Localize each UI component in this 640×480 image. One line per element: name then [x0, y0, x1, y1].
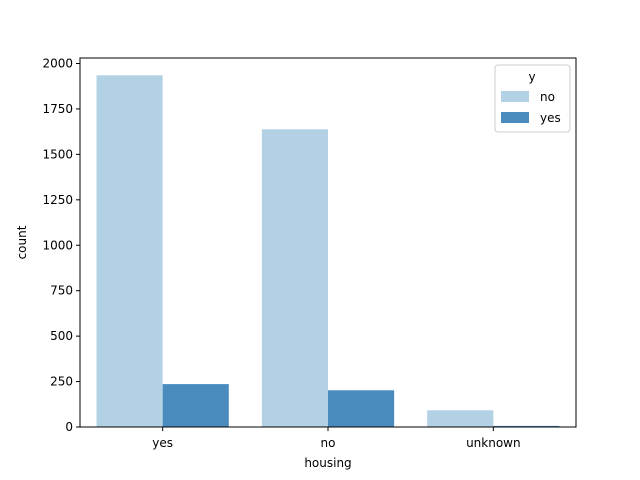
bars-group — [96, 75, 560, 427]
x-tick-label: unknown — [466, 436, 521, 450]
bar-yes-no — [96, 75, 163, 427]
plot-frame — [79, 57, 577, 428]
y-tick-label: 750 — [50, 284, 73, 298]
y-tick-label: 250 — [50, 375, 73, 389]
bar-yes-yes — [162, 384, 229, 427]
legend-swatch-yes — [501, 112, 529, 123]
legend-label-no: no — [540, 90, 555, 104]
y-tick-label: 1000 — [42, 238, 73, 252]
y-axis-ticks: 0 250 500 750 1000 1250 1500 1750 2000 — [42, 57, 80, 434]
x-axis-label: housing — [304, 456, 351, 470]
y-tick-label: 1250 — [42, 193, 73, 207]
x-tick-label: yes — [152, 436, 173, 450]
y-tick-label: 1500 — [42, 147, 73, 161]
y-axis-label: count — [15, 225, 29, 259]
legend-swatch-no — [501, 91, 529, 102]
legend-items: no yes — [501, 90, 561, 125]
legend-label-yes: yes — [540, 111, 561, 125]
y-tick-label: 0 — [65, 420, 73, 434]
x-tick-label: no — [321, 436, 336, 450]
y-tick-label: 1750 — [42, 102, 73, 116]
bar-no-no — [261, 129, 328, 427]
y-tick-label: 2000 — [42, 57, 73, 71]
bar-no-yes — [328, 390, 395, 427]
y-tick-label: 500 — [50, 329, 73, 343]
x-axis-ticks: yes no unknown — [152, 427, 521, 450]
legend: y no yes — [494, 64, 571, 133]
legend-title: y — [528, 70, 535, 84]
bar-unknown-yes — [493, 425, 560, 427]
bar-unknown-no — [427, 410, 494, 427]
